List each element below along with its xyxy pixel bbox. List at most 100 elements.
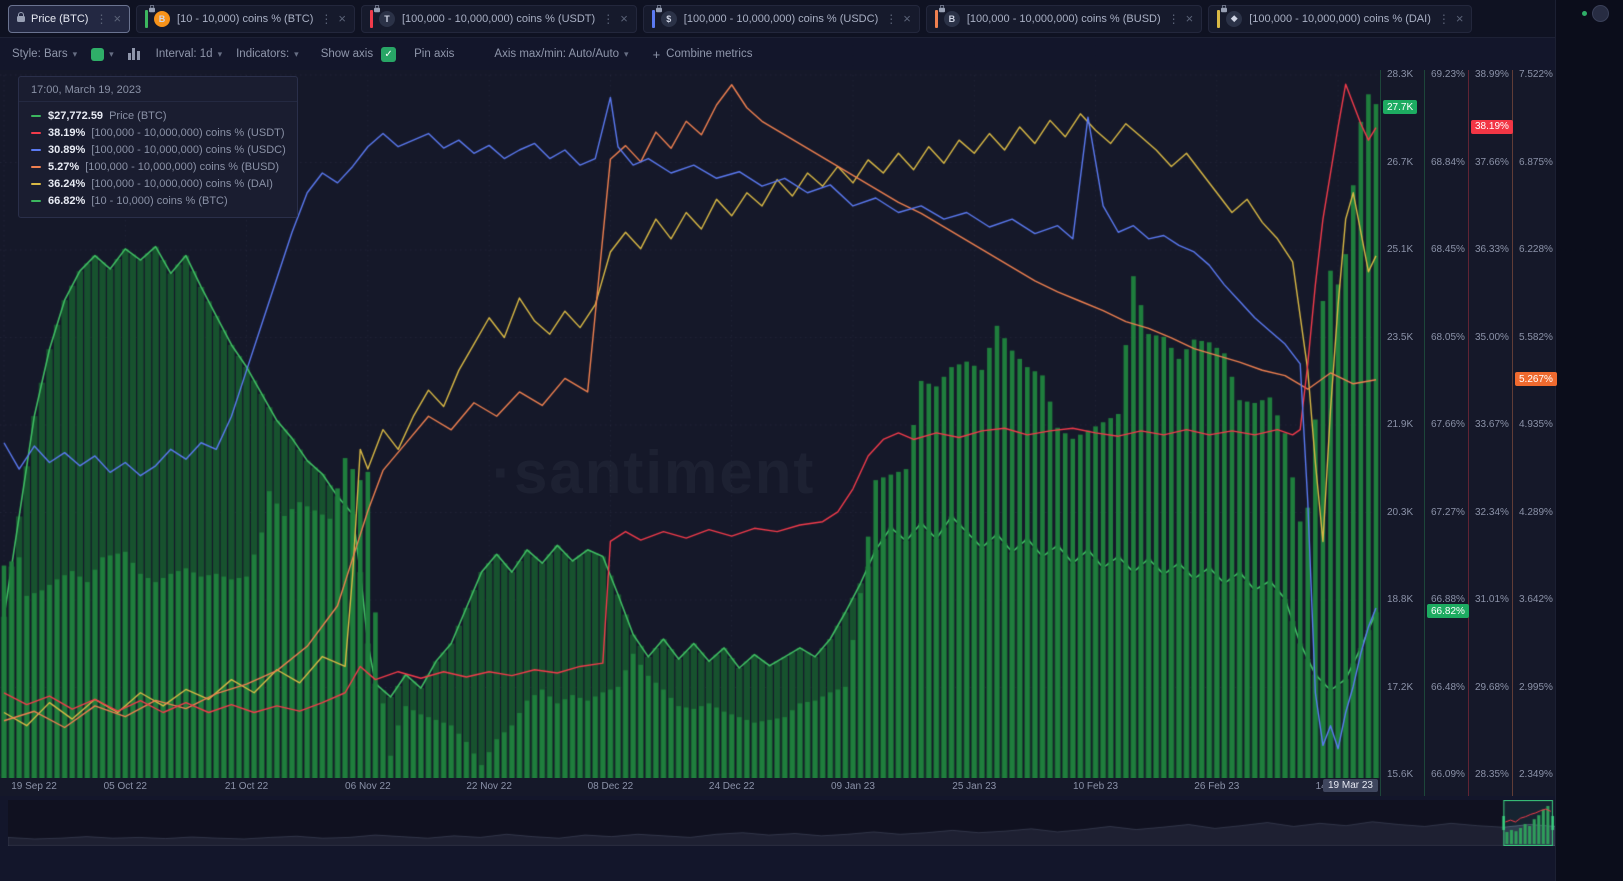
axis-tick-label: 33.67%: [1475, 419, 1509, 430]
metric-color-bar: [934, 9, 938, 28]
tab-100-000-10-000-000-coins-dai[interactable]: ◆ [100,000 - 10,000,000) coins % (DAI) ⋮ ×: [1208, 4, 1473, 33]
tab-kebab-icon[interactable]: ⋮: [885, 11, 898, 26]
series-color-dash: [31, 114, 41, 117]
axis-separator: [1424, 70, 1425, 796]
axis-tick-label: 37.66%: [1475, 156, 1509, 168]
axis-column-busd_pct[interactable]: 7.522% 6.875% 6.228% 5.582% 4.935% 4.289% 3.64…: [1512, 69, 1556, 796]
tab-kebab-icon[interactable]: ⋮: [602, 11, 615, 26]
lock-icon: [149, 4, 156, 12]
tab-label: [100,000 - 10,000,000) coins % (USDT): [401, 12, 596, 25]
axis-column-btc_pct[interactable]: 69.23% 68.84% 68.45% 68.05% 67.66% 67.27% 66.8…: [1424, 69, 1468, 796]
metric-color-bar: [369, 9, 373, 28]
chevron-down-icon: ▾: [72, 48, 78, 59]
axis-tick-label: 36.33%: [1475, 244, 1509, 255]
x-axis-tick-label: 24 Dec 22: [708, 781, 755, 792]
tab-close-icon[interactable]: ×: [338, 11, 346, 26]
axis-separator: [1512, 70, 1513, 796]
series-color-dash: [31, 199, 41, 202]
series-color-dash: [31, 182, 41, 185]
legend-row: 36.24% [100,000 - 10,000,000) coins % (DA…: [19, 175, 297, 192]
tab-kebab-icon[interactable]: ⋮: [1437, 11, 1450, 26]
x-axis-tick-label: 25 Jan 23: [952, 781, 997, 792]
combine-metrics-button[interactable]: + Combine metrics: [653, 47, 753, 62]
legend-row: 66.82% [10 - 10,000) coins % (BTC): [19, 192, 297, 209]
profile-icon[interactable]: [1592, 5, 1609, 22]
axis-tick-label: 23.5K: [1387, 331, 1414, 343]
color-swatch-dropdown[interactable]: ▾: [91, 47, 114, 61]
axis-column-price[interactable]: 28.3K 26.7K 25.1K 23.5K 21.9K 20.3K 18.8K 17.2K…: [1380, 69, 1424, 796]
tab-close-icon[interactable]: ×: [1455, 11, 1464, 26]
axis-tick-label: 35.00%: [1475, 331, 1509, 343]
chevron-down-icon: ▾: [217, 48, 223, 59]
tab-label: [100,000 - 10,000,000) coins % (DAI): [1249, 12, 1431, 25]
axis-tick-label: 29.68%: [1475, 681, 1509, 693]
x-axis-tick-label: 09 Jan 23: [831, 781, 875, 792]
tab-10-10-000-coins-btc[interactable]: B [10 - 10,000) coins % (BTC) ⋮ ×: [136, 4, 355, 33]
metric-color-bar: [145, 9, 149, 28]
tooltip-rows: $27,772.59 Price (BTC) 38.19% [100,000 - 10…: [19, 102, 297, 217]
axis-tick-label: 6.228%: [1519, 244, 1553, 255]
axis-tick-label: 67.27%: [1431, 506, 1465, 518]
x-axis-labels: 19 Sep 22 05 Oct 22 21 Oct 22 06 Nov 22 22 N…: [0, 778, 1380, 796]
chart-layout-icon[interactable]: [127, 48, 140, 60]
interval-dropdown[interactable]: Interval: 1d ▾: [156, 48, 222, 60]
axis-separator: [1380, 70, 1381, 796]
axis-tick-label: 17.2K: [1387, 681, 1414, 693]
tab-price-btc[interactable]: Price (BTC) ⋮ ×: [8, 4, 131, 33]
coin-icon: B: [154, 10, 171, 27]
tab-kebab-icon[interactable]: ⋮: [1167, 11, 1180, 26]
axis-tick-label: 66.09%: [1431, 769, 1465, 780]
combine-metrics-label: Combine metrics: [666, 48, 753, 60]
coin-icon-wrap: T: [373, 4, 395, 27]
show-axis-label: Show axis: [320, 48, 374, 60]
tab-kebab-icon[interactable]: ⋮: [320, 11, 333, 26]
axis-tick-label: 3.642%: [1519, 594, 1553, 605]
x-axis-tick-label: 06 Nov 22: [345, 781, 391, 792]
pin-axis-label[interactable]: Pin axis: [414, 48, 455, 60]
legend-value: 5.27%: [48, 160, 80, 173]
tab-label: [10 - 10,000) coins % (BTC): [177, 12, 314, 25]
chevron-down-icon: ▾: [624, 48, 629, 59]
right-sidebar: [1555, 0, 1623, 881]
axis-last-value-badge: 66.82%: [1427, 604, 1469, 619]
legend-label: [100,000 - 10,000,000) coins % (USDC): [91, 143, 286, 156]
time-range-navigator[interactable]: [8, 800, 1556, 846]
series-color-dash: [31, 165, 41, 168]
tab-label: [100,000 - 10,000,000) coins % (USDC): [683, 12, 879, 25]
indicators-dropdown[interactable]: Indicators: ▾: [236, 48, 299, 60]
axis-tick-label: 25.1K: [1387, 244, 1414, 255]
lock-icon: [373, 4, 380, 12]
show-axis-checkbox[interactable]: ✓: [381, 46, 397, 62]
tab-close-icon[interactable]: ×: [903, 11, 911, 26]
axis-maxmin-label: Axis max/min: Auto/Auto: [494, 48, 620, 60]
tab-close-icon[interactable]: ×: [620, 11, 628, 26]
tab-close-icon[interactable]: ×: [113, 11, 122, 26]
legend-value: 36.24%: [48, 177, 86, 190]
legend-row: 5.27% [100,000 - 10,000,000) coins % (BUS…: [19, 158, 297, 175]
coin-icon: B: [943, 10, 960, 27]
tab-close-icon[interactable]: ×: [1185, 11, 1194, 26]
color-swatch: [91, 47, 105, 61]
tab-label: Price (BTC): [31, 12, 89, 25]
tab-100-000-10-000-000-coins-busd[interactable]: B [100,000 - 10,000,000) coins % (BUSD) ⋮ ×: [925, 4, 1203, 33]
axis-maxmin-dropdown[interactable]: Axis max/min: Auto/Auto ▾: [494, 48, 628, 60]
tab-100-000-10-000-000-coins-usdc[interactable]: $ [100,000 - 10,000,000) coins % (USDC) ⋮ ×: [642, 4, 920, 33]
axis-column-usdt_pct[interactable]: 38.99% 37.66% 36.33% 35.00% 33.67% 32.34% 31.0…: [1468, 69, 1512, 796]
axis-tick-label: 4.935%: [1519, 419, 1553, 430]
navigator-canvas[interactable]: [8, 800, 1556, 846]
plus-icon: +: [652, 46, 661, 62]
axis-tick-label: 5.582%: [1519, 331, 1553, 343]
coin-icon-wrap: ◆: [1221, 4, 1243, 27]
interval-label: Interval: 1d: [155, 48, 213, 60]
tab-100-000-10-000-000-coins-usdt[interactable]: T [100,000 - 10,000,000) coins % (USDT) ⋮ ×: [360, 4, 637, 33]
axis-tick-label: 68.45%: [1431, 244, 1465, 255]
tab-kebab-icon[interactable]: ⋮: [95, 11, 108, 26]
legend-value: 66.82%: [48, 194, 86, 207]
series-color-dash: [31, 131, 41, 134]
style-dropdown[interactable]: Style: Bars ▾: [12, 48, 77, 60]
legend-value: 38.19%: [48, 126, 86, 139]
value-axes-panel: 27.7K 28.3K 26.7K 25.1K 23.5K 21.9K 20.3K 18.8K…: [1380, 69, 1557, 796]
legend-label: [100,000 - 10,000,000) coins % (BUSD): [85, 160, 280, 173]
axis-tick-label: 67.66%: [1431, 419, 1465, 430]
